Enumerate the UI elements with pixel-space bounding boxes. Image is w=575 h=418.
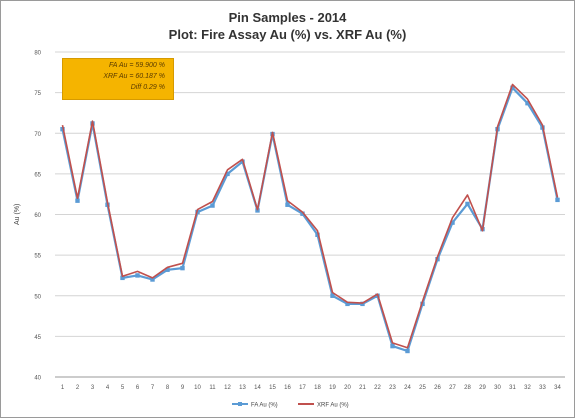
x-tick-label: 18 (314, 385, 321, 391)
fa-au-point (300, 211, 305, 216)
callout-difference: Diff 0.29 % (130, 84, 165, 91)
x-tick-label: 21 (359, 385, 366, 391)
x-tick-label: 15 (269, 385, 276, 391)
y-tick-label: 50 (34, 294, 41, 300)
y-tick-label: 80 (34, 51, 41, 57)
x-tick-label: 25 (419, 385, 426, 391)
x-tick-label: 12 (224, 385, 231, 391)
fa-au-point (315, 232, 320, 238)
x-tick-label: 13 (239, 385, 246, 391)
x-tick-label: 24 (404, 385, 411, 391)
x-tick-label: 26 (434, 385, 441, 391)
y-tick-label: 60 (34, 213, 41, 219)
fa-au-point (165, 267, 170, 272)
x-tick-label: 20 (344, 385, 351, 391)
fa-au-point (450, 220, 455, 225)
x-tick-label: 23 (389, 385, 396, 391)
x-tick-label: 9 (181, 385, 185, 391)
x-tick-label: 19 (329, 385, 336, 391)
x-tick-label: 10 (194, 385, 201, 391)
fa-au-point (210, 203, 215, 208)
x-tick-label: 22 (374, 385, 381, 391)
callout-fa-average: FA Au = 59.900 % (109, 62, 165, 69)
fa-au-point (390, 343, 395, 349)
y-tick-label: 55 (34, 254, 41, 260)
chart-subtitle: Plot: Fire Assay Au (%) vs. XRF Au (%) (168, 27, 407, 42)
legend-label-xrf: XRF Au (%) (317, 403, 349, 409)
x-tick-label: 1 (61, 385, 65, 391)
x-tick-label: 7 (151, 385, 155, 391)
fa-au-point (465, 201, 470, 207)
x-tick-label: 2 (76, 385, 80, 391)
fa-au-point (405, 348, 410, 354)
fa-au-point (75, 198, 80, 203)
summary-callout: FA Au = 59.900 % XRF Au = 60.187 % Diff … (62, 58, 174, 100)
fa-au-point (150, 277, 155, 282)
x-tick-label: 29 (479, 385, 486, 391)
x-tick-label: 32 (524, 385, 531, 391)
y-tick-label: 40 (34, 376, 41, 382)
y-tick-label: 45 (34, 335, 41, 341)
fa-au-point (330, 293, 335, 298)
x-tick-label: 27 (449, 385, 456, 391)
x-tick-label: 16 (284, 385, 291, 391)
x-tick-label: 4 (106, 385, 110, 391)
y-tick-label: 65 (34, 172, 41, 178)
fa-au-point (225, 171, 230, 177)
fa-au-point (525, 100, 530, 106)
legend-marker-fa (238, 402, 242, 406)
x-tick-label: 30 (494, 385, 501, 391)
x-tick-label: 28 (464, 385, 471, 391)
fa-au-point (120, 275, 125, 281)
fa-au-point (255, 208, 260, 213)
fa-au-point (555, 197, 560, 203)
x-tick-label: 31 (509, 385, 516, 391)
x-tick-label: 17 (299, 385, 306, 391)
x-tick-label: 3 (91, 385, 95, 391)
x-tick-label: 14 (254, 385, 261, 391)
x-tick-label: 8 (166, 385, 170, 391)
x-tick-label: 5 (121, 385, 125, 391)
x-tick-label: 11 (209, 385, 216, 391)
legend-label-fa: FA Au (%) (251, 403, 278, 409)
chart-title: Pin Samples - 2014 (228, 10, 347, 25)
fa-au-point (135, 273, 140, 278)
fa-au-point (345, 301, 350, 307)
fa-au-series-line (61, 86, 559, 353)
xrf-au-series-line (61, 83, 559, 349)
fa-au-point (510, 85, 515, 90)
x-tick-label: 6 (136, 385, 140, 391)
callout-xrf-average: XRF Au = 60.187 % (103, 73, 165, 80)
y-tick-label: 70 (34, 132, 41, 138)
x-tick-label: 33 (539, 385, 546, 391)
fa-au-point (60, 126, 65, 132)
x-tick-label: 34 (554, 385, 561, 391)
fa-au-point (180, 265, 185, 271)
y-tick-label: 75 (34, 91, 41, 97)
fa-au-point (285, 202, 290, 207)
